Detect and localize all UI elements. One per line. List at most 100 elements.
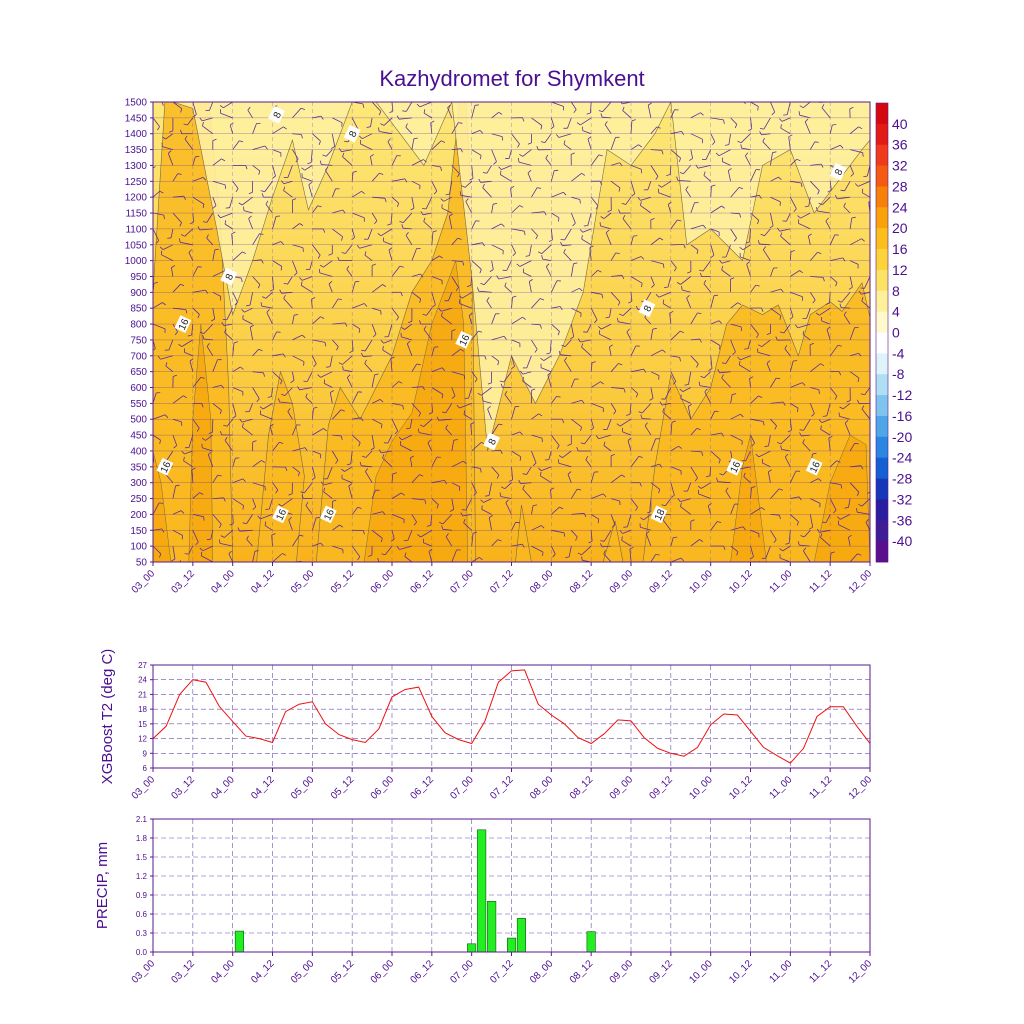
- wind-barb-flag: [588, 540, 593, 544]
- wind-barb-staff: [630, 181, 636, 194]
- wind-barb-flag: [311, 477, 316, 481]
- wind-barb-flag: [477, 287, 479, 292]
- wind-barb-flag: [758, 395, 763, 398]
- wind-barb-flag: [730, 277, 735, 280]
- wind-barb-flag: [224, 220, 227, 225]
- contour-label-text: 16: [458, 333, 473, 348]
- wind-barb-staff: [232, 251, 243, 261]
- wind-barb-flag: [153, 281, 158, 284]
- wind-barb-flag: [705, 475, 711, 478]
- section-ytick-label: 500: [130, 415, 147, 426]
- wind-barb-flag: [199, 117, 203, 122]
- colorbar-box: [876, 249, 888, 271]
- wind-barb-flag: [341, 236, 343, 241]
- wind-barb-staff: [184, 450, 193, 455]
- wind-barb-staff: [721, 377, 731, 388]
- wind-barb-staff: [670, 371, 677, 382]
- precip-xtick-label: 10_00: [687, 958, 715, 986]
- t2-xtick-label: 07_12: [488, 774, 516, 802]
- wind-barb-flag: [640, 256, 645, 260]
- precip-xtick-label: 05_00: [289, 958, 317, 986]
- wind-barb-staff: [371, 307, 381, 312]
- wind-barb-flag: [159, 246, 164, 250]
- wind-barb-flag: [686, 295, 690, 299]
- wind-barb-flag: [721, 432, 724, 437]
- wind-barb-flag: [687, 271, 692, 274]
- wind-barb-flag: [799, 105, 804, 109]
- wind-barb-staff: [220, 112, 233, 119]
- wind-barb-staff: [299, 387, 313, 391]
- wind-barb-flag: [374, 220, 378, 225]
- wind-barb-flag: [191, 467, 196, 471]
- section-xtick-label: 09_00: [608, 568, 636, 596]
- wind-barb-flag: [489, 515, 493, 518]
- wind-barb-staff: [750, 507, 762, 515]
- wind-barb-staff: [311, 466, 316, 478]
- wind-barb-staff: [650, 349, 663, 357]
- wind-barb-flag: [629, 546, 634, 550]
- wind-barb-flag: [259, 233, 264, 235]
- wind-barb-flag: [696, 428, 701, 431]
- wind-barb-flag: [228, 550, 232, 555]
- wind-barb-staff: [545, 266, 552, 277]
- wind-barb-staff: [808, 235, 811, 245]
- wind-barb-staff: [411, 159, 424, 166]
- wind-barb-staff: [232, 366, 241, 373]
- wind-barb-flag: [600, 216, 605, 219]
- contour-label-text: 8: [347, 129, 360, 139]
- wind-barb-staff: [324, 383, 333, 388]
- wind-barb-flag: [649, 397, 654, 401]
- wind-barb-flag: [390, 356, 395, 360]
- t2-xtick-label: 03_12: [170, 774, 198, 802]
- wind-barb-flag: [749, 376, 754, 379]
- wind-barb-flag: [323, 487, 326, 492]
- wind-barb-flag: [617, 317, 619, 322]
- wind-barb-flag: [559, 506, 564, 510]
- wind-barb-flag: [424, 499, 427, 504]
- t2-xtick-label: 09_00: [608, 774, 636, 802]
- wind-barb-flag: [719, 473, 724, 476]
- wind-barb-staff: [327, 466, 333, 480]
- wind-barb-flag: [607, 209, 612, 213]
- wind-barb-staff: [192, 307, 200, 315]
- wind-barb-flag: [699, 539, 704, 542]
- wind-barb-flag: [738, 187, 744, 190]
- wind-barb-staff: [630, 235, 634, 245]
- wind-barb-staff: [391, 492, 402, 499]
- colorbar-level-label: 12: [892, 262, 908, 278]
- wind-barb-flag: [398, 381, 403, 384]
- wind-barb-staff: [806, 308, 811, 319]
- wind-barb-staff: [750, 529, 760, 534]
- wind-barb-flag: [322, 228, 326, 233]
- wind-barb-flag: [658, 489, 661, 494]
- wind-barb-flag: [837, 516, 841, 520]
- wind-barb-flag: [480, 282, 485, 286]
- wind-barb-staff: [518, 161, 532, 166]
- wind-barb-staff: [321, 164, 333, 166]
- wind-barb-flag: [739, 246, 744, 251]
- wind-barb-staff: [431, 480, 445, 484]
- wind-barb-staff: [352, 417, 362, 420]
- section-ytick-label: 1400: [125, 129, 148, 140]
- wind-barb-flag: [181, 450, 185, 455]
- wind-barb-staff: [311, 517, 317, 531]
- wind-barb-staff: [550, 170, 555, 182]
- wind-barb-flag: [586, 112, 591, 115]
- wind-barb-staff: [570, 324, 575, 337]
- wind-barb-flag: [179, 560, 182, 562]
- wind-barb-staff: [410, 457, 413, 467]
- wind-barb-staff: [351, 190, 362, 198]
- wind-barb-flag: [748, 128, 752, 132]
- wind-barb-flag: [377, 233, 382, 237]
- wind-barb-flag: [777, 227, 780, 232]
- wind-barb-flag: [380, 339, 384, 344]
- wind-barb-staff: [409, 419, 413, 429]
- wind-barb-staff: [471, 482, 477, 493]
- t2-xtick-label: 06_12: [409, 774, 437, 802]
- wind-barb-flag: [404, 178, 408, 183]
- wind-barb-flag: [440, 166, 442, 171]
- wind-barb-flag: [719, 345, 721, 350]
- wind-barb-staff: [212, 158, 222, 166]
- section-ytick-label: 400: [130, 446, 147, 457]
- wind-barb-flag: [242, 251, 247, 255]
